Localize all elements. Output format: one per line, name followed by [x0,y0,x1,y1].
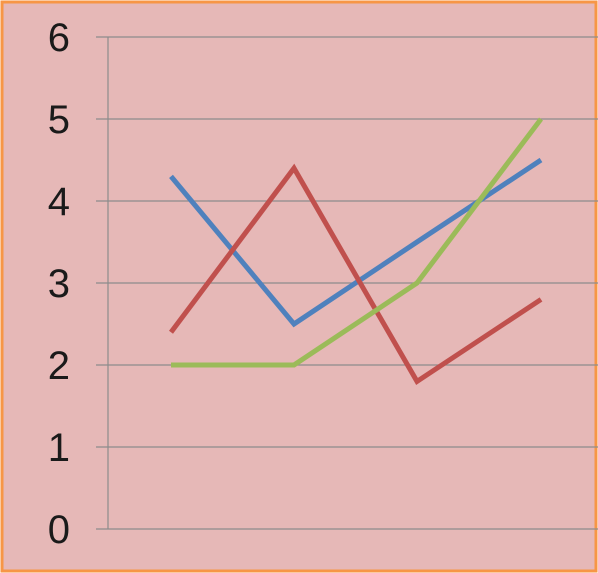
y-tick-label: 6 [48,16,70,60]
y-tick-label: 0 [48,508,70,552]
y-tick-label: 3 [48,262,70,306]
y-tick-label: 2 [48,344,70,388]
y-axis-tick-labels: 0 1 2 3 4 5 6 [48,16,70,552]
series-line-2 [168,163,543,385]
y-tick-label: 4 [48,180,70,224]
y-tick-label: 5 [48,98,70,142]
series-lines [168,117,543,385]
series-line-3 [171,117,543,368]
y-tick-label: 1 [48,426,70,470]
